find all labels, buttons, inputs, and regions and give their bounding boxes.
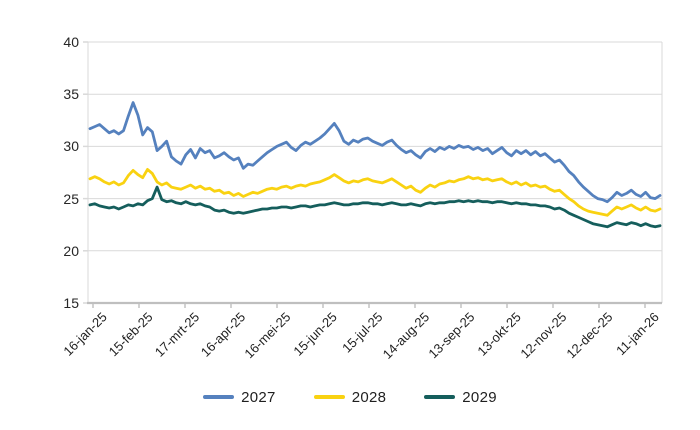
legend-label-2028: 2028 xyxy=(351,388,387,406)
legend-label-2027: 2027 xyxy=(241,388,276,406)
y-axis-tick-label: 40 xyxy=(63,34,79,50)
chart-legend: 2027 2028 2029 xyxy=(0,384,700,410)
legend-swatch-2029 xyxy=(424,394,456,400)
legend-label-2029: 2029 xyxy=(462,388,497,406)
legend-swatch-2027 xyxy=(203,394,235,400)
legend-item-2029: 2029 xyxy=(424,389,497,406)
series-line-2029 xyxy=(88,185,662,229)
series-line-2028 xyxy=(88,167,662,217)
y-axis-tick-label: 35 xyxy=(63,86,79,103)
legend-item-2028: 2028 xyxy=(313,388,387,406)
legend-item-2027: 2027 xyxy=(203,389,276,406)
y-axis-tick-label: 25 xyxy=(63,190,79,207)
y-axis-tick-label: 30 xyxy=(63,138,79,155)
legend-swatch-2028 xyxy=(313,394,345,400)
series-line-2027 xyxy=(88,101,662,204)
y-axis-tick-label: 15 xyxy=(63,295,79,311)
y-axis-tick-label: 20 xyxy=(63,242,79,259)
